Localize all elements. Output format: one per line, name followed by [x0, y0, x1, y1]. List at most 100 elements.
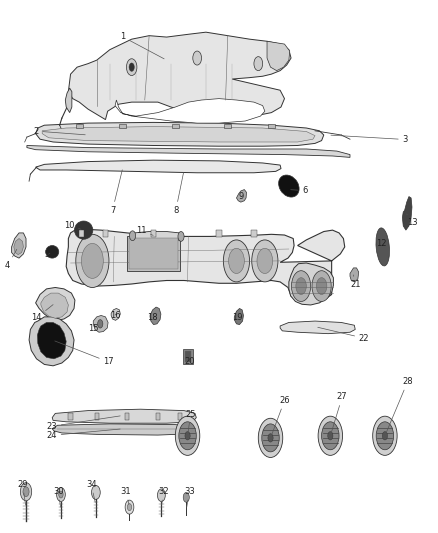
Text: 20: 20: [184, 358, 194, 366]
Text: 1: 1: [120, 32, 164, 59]
Polygon shape: [65, 88, 72, 112]
Circle shape: [59, 491, 63, 498]
Text: 33: 33: [184, 487, 195, 507]
Polygon shape: [27, 146, 350, 157]
Circle shape: [268, 434, 273, 442]
Circle shape: [257, 248, 273, 273]
Circle shape: [252, 240, 278, 282]
Circle shape: [318, 416, 343, 455]
Bar: [224, 124, 231, 128]
Circle shape: [262, 424, 279, 452]
Text: 26: 26: [272, 396, 290, 435]
Text: 34: 34: [86, 480, 96, 502]
Bar: [120, 124, 127, 128]
Polygon shape: [289, 263, 333, 305]
Circle shape: [229, 248, 244, 273]
Circle shape: [296, 278, 306, 294]
Text: 7: 7: [110, 170, 122, 215]
Circle shape: [258, 418, 283, 457]
Bar: [76, 124, 83, 128]
Circle shape: [125, 500, 134, 514]
Polygon shape: [280, 321, 355, 334]
Bar: [216, 230, 222, 237]
Text: 27: 27: [331, 392, 347, 433]
Polygon shape: [41, 293, 68, 318]
Bar: [172, 124, 179, 128]
Bar: [155, 414, 160, 421]
Ellipse shape: [279, 175, 299, 197]
Text: 32: 32: [158, 487, 169, 505]
Circle shape: [127, 59, 137, 76]
Circle shape: [382, 432, 388, 440]
Text: 14: 14: [31, 304, 53, 322]
Text: 24: 24: [46, 429, 120, 440]
Bar: [95, 414, 99, 421]
Text: 5: 5: [44, 251, 50, 260]
Text: 22: 22: [318, 327, 369, 343]
Polygon shape: [237, 190, 247, 202]
Ellipse shape: [46, 246, 59, 258]
Text: 6: 6: [291, 186, 307, 195]
Polygon shape: [132, 231, 182, 241]
Bar: [68, 414, 73, 421]
Ellipse shape: [178, 231, 184, 241]
Text: 23: 23: [46, 416, 120, 431]
Circle shape: [193, 51, 201, 65]
Ellipse shape: [74, 221, 93, 239]
Polygon shape: [115, 99, 265, 123]
Polygon shape: [93, 316, 108, 332]
Text: 18: 18: [147, 313, 158, 322]
Polygon shape: [350, 268, 359, 282]
Circle shape: [316, 278, 327, 294]
Text: 12: 12: [376, 239, 387, 247]
Polygon shape: [14, 239, 23, 255]
Bar: [151, 230, 156, 237]
Polygon shape: [12, 233, 26, 258]
Circle shape: [373, 416, 397, 455]
Circle shape: [23, 487, 29, 497]
Ellipse shape: [376, 228, 389, 266]
Bar: [125, 414, 130, 421]
Circle shape: [328, 432, 333, 440]
Circle shape: [175, 416, 200, 455]
Polygon shape: [52, 409, 196, 423]
Circle shape: [20, 483, 32, 501]
Ellipse shape: [130, 231, 136, 240]
Text: 10: 10: [64, 221, 81, 230]
Polygon shape: [35, 160, 281, 173]
Text: 16: 16: [110, 311, 120, 320]
Text: 13: 13: [407, 214, 417, 227]
Polygon shape: [42, 127, 315, 142]
Polygon shape: [35, 123, 324, 146]
Circle shape: [92, 486, 100, 499]
Text: 3: 3: [331, 135, 408, 144]
Circle shape: [179, 422, 196, 450]
Polygon shape: [403, 197, 412, 230]
Circle shape: [321, 422, 339, 450]
Polygon shape: [29, 317, 74, 366]
Polygon shape: [150, 307, 161, 325]
Circle shape: [291, 271, 311, 302]
Text: 30: 30: [53, 487, 64, 507]
Bar: [183, 349, 193, 365]
Text: 11: 11: [136, 226, 153, 236]
Text: 29: 29: [17, 480, 28, 505]
Circle shape: [98, 320, 103, 328]
Circle shape: [183, 492, 189, 502]
Polygon shape: [35, 287, 75, 320]
Text: 2: 2: [33, 127, 85, 135]
Text: 25: 25: [185, 410, 196, 433]
Text: 9: 9: [239, 192, 244, 200]
Circle shape: [57, 488, 65, 502]
Circle shape: [129, 63, 134, 71]
Bar: [130, 238, 177, 269]
Text: 31: 31: [121, 487, 131, 504]
Circle shape: [254, 56, 263, 71]
Text: 21: 21: [350, 275, 360, 289]
Bar: [184, 351, 191, 362]
Text: 19: 19: [232, 313, 243, 322]
Text: 15: 15: [88, 324, 99, 333]
Circle shape: [376, 422, 394, 450]
Polygon shape: [66, 229, 345, 303]
Circle shape: [185, 432, 190, 440]
